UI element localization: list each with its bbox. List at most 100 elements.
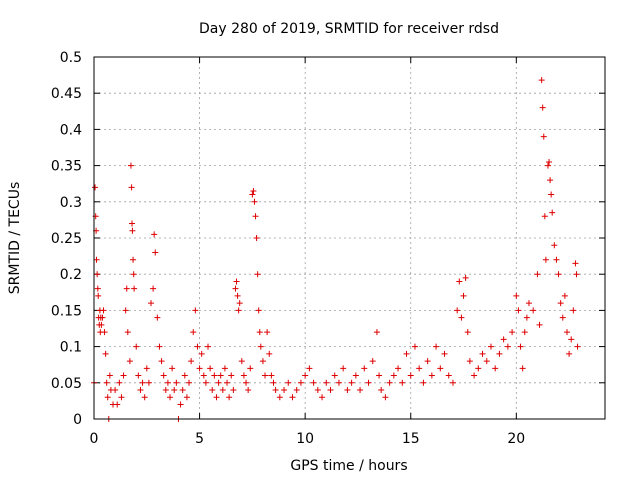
data-point-marker <box>464 329 471 336</box>
data-point-marker <box>573 271 580 278</box>
data-point-marker <box>310 379 317 386</box>
data-point-marker <box>570 307 577 314</box>
x-tick-label: 0 <box>90 431 99 447</box>
data-points <box>91 77 581 422</box>
data-point-marker <box>378 387 385 394</box>
data-point-marker <box>281 387 288 394</box>
data-point-marker <box>186 379 193 386</box>
data-point-marker <box>395 365 402 372</box>
data-point-marker <box>167 394 174 401</box>
data-point-marker <box>205 343 212 350</box>
data-point-marker <box>331 372 338 379</box>
data-point-marker <box>162 387 169 394</box>
data-point-marker <box>171 387 178 394</box>
data-point-marker <box>126 358 133 365</box>
data-point-marker <box>150 285 157 292</box>
data-point-marker <box>538 77 545 84</box>
data-point-marker <box>386 379 393 386</box>
data-point-marker <box>233 278 240 285</box>
data-point-marker <box>340 365 347 372</box>
data-point-marker <box>120 372 127 379</box>
data-point-marker <box>245 387 252 394</box>
data-point-marker <box>173 379 180 386</box>
data-point-marker <box>252 213 259 220</box>
data-point-marker <box>127 162 134 169</box>
data-point-marker <box>549 209 556 216</box>
data-point-marker <box>361 365 368 372</box>
data-point-marker <box>327 387 334 394</box>
data-point-marker <box>272 387 279 394</box>
data-point-marker <box>530 307 537 314</box>
data-point-marker <box>574 343 581 350</box>
data-point-marker <box>152 249 159 256</box>
data-point-marker <box>102 350 109 357</box>
data-point-marker <box>496 350 503 357</box>
data-point-marker <box>504 343 511 350</box>
data-point-marker <box>460 292 467 299</box>
data-point-marker <box>221 365 228 372</box>
data-point-marker <box>190 329 197 336</box>
data-point-marker <box>445 372 452 379</box>
data-point-marker <box>240 372 247 379</box>
data-point-marker <box>534 271 541 278</box>
data-point-marker <box>420 379 427 386</box>
data-point-marker <box>129 220 136 227</box>
data-point-marker <box>130 256 137 263</box>
data-point-marker <box>500 336 507 343</box>
data-point-marker <box>551 242 558 249</box>
data-point-marker <box>319 394 326 401</box>
data-point-marker <box>270 379 277 386</box>
y-tick-label: 0.1 <box>60 340 82 356</box>
data-point-marker <box>544 162 551 169</box>
data-point-marker <box>285 379 292 386</box>
data-point-marker <box>297 379 304 386</box>
data-point-marker <box>572 260 579 267</box>
data-point-marker <box>441 350 448 357</box>
data-point-marker <box>217 372 224 379</box>
data-point-marker <box>181 372 188 379</box>
data-point-marker <box>264 329 271 336</box>
data-point-marker <box>139 379 146 386</box>
data-point-marker <box>238 358 245 365</box>
data-point-marker <box>548 191 555 198</box>
data-point-marker <box>200 372 207 379</box>
data-point-marker <box>235 307 242 314</box>
data-point-marker <box>542 256 549 263</box>
data-point-marker <box>416 365 423 372</box>
data-point-marker <box>428 372 435 379</box>
data-point-marker <box>99 314 106 321</box>
data-point-marker <box>293 387 300 394</box>
data-point-marker <box>323 379 330 386</box>
data-point-marker <box>509 329 516 336</box>
data-point-marker <box>475 365 482 372</box>
data-point-marker <box>411 343 418 350</box>
data-point-marker <box>143 365 150 372</box>
data-point-marker <box>188 358 195 365</box>
data-point-marker <box>483 358 490 365</box>
data-point-marker <box>568 336 575 343</box>
data-point-marker <box>192 307 199 314</box>
data-point-marker <box>382 394 389 401</box>
data-point-marker <box>250 187 257 194</box>
data-point-marker <box>403 350 410 357</box>
data-point-marker <box>546 158 553 165</box>
data-point-marker <box>135 372 142 379</box>
data-point-marker <box>449 379 456 386</box>
axis-ticks: 0 5 10 15 20 0 0.05 0.1 0.15 0.2 0.25 0.3 0.35 0.4 0.4… <box>51 50 605 447</box>
data-point-marker <box>133 343 140 350</box>
y-tick-label: 0.2 <box>60 267 82 283</box>
y-tick-label: 0.3 <box>60 195 82 211</box>
data-point-marker <box>523 314 530 321</box>
data-point-marker <box>517 343 524 350</box>
data-point-marker <box>251 198 258 205</box>
data-point-marker <box>344 387 351 394</box>
data-point-marker <box>118 394 125 401</box>
data-point-marker <box>202 379 209 386</box>
data-point-marker <box>207 365 214 372</box>
y-axis-label: SRMTID / TECUs <box>7 182 23 295</box>
data-point-marker <box>262 372 269 379</box>
gridlines <box>94 57 605 419</box>
data-point-marker <box>541 213 548 220</box>
data-point-marker <box>553 256 560 263</box>
